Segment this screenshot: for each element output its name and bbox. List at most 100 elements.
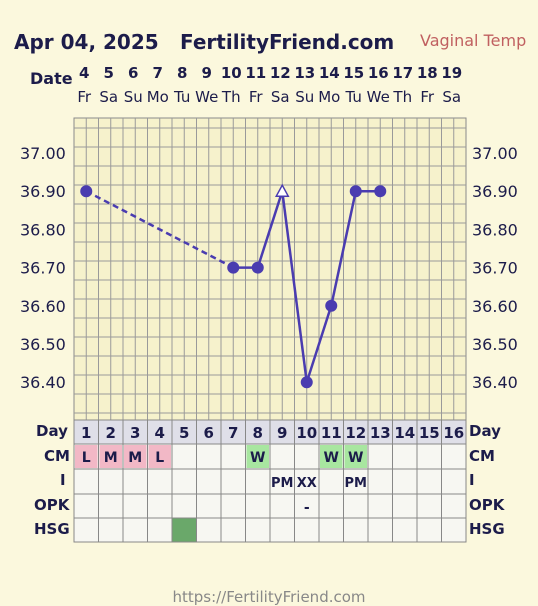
temp-point	[374, 185, 387, 198]
y-tick-label-right: 36.70	[472, 259, 518, 278]
day-row-label-left: Day	[36, 422, 68, 440]
date-label: 14	[319, 64, 340, 82]
cycle-day-label: 3	[130, 424, 140, 442]
weekday-label: Su	[124, 88, 143, 106]
date-label: 13	[294, 64, 315, 82]
y-tick-label-left: 36.50	[20, 335, 66, 354]
weekday-label: Mo	[318, 88, 340, 106]
weekday-label: Tu	[345, 88, 362, 106]
y-tick-label-right: 36.50	[472, 335, 518, 354]
y-tick-label-left: 37.00	[20, 144, 66, 163]
cm-row-label-right: CM	[469, 447, 495, 465]
opk-row-label-left: OPK	[34, 496, 70, 514]
grid-lines	[74, 118, 466, 420]
y-tick-label-right: 36.40	[472, 373, 518, 392]
cycle-day-label: 1	[81, 424, 91, 442]
temp-point-open	[274, 183, 290, 197]
cm-value: M	[128, 450, 142, 466]
intercourse-value: PM	[345, 476, 367, 491]
cm-cell-bg	[99, 445, 122, 468]
cycle-day-label: 9	[277, 424, 287, 442]
temp-point	[251, 261, 264, 274]
cm-value: W	[348, 450, 363, 466]
temp-line	[281, 191, 308, 383]
cycle-day-label: 16	[443, 424, 464, 442]
date-label: 16	[368, 64, 389, 82]
cycle-day-label: 11	[321, 424, 342, 442]
cycle-day-label: 15	[419, 424, 440, 442]
cm-value: W	[324, 450, 339, 466]
cycle-day-label: 8	[253, 424, 263, 442]
cm-cell-bg	[320, 445, 343, 468]
cycle-day-label: 4	[155, 424, 165, 442]
date-label: 6	[128, 64, 138, 82]
date-label: 10	[221, 64, 242, 82]
date-label: 17	[392, 64, 413, 82]
y-tick-label-right: 36.60	[472, 297, 518, 316]
date-label: 11	[245, 64, 266, 82]
chart-date: Apr 04, 2025	[14, 30, 159, 54]
weekday-label: We	[367, 88, 390, 106]
y-tick-label-left: 36.90	[20, 182, 66, 201]
cycle-day-label: 12	[345, 424, 366, 442]
cm-value: L	[155, 450, 164, 466]
y-tick-label-left: 36.70	[20, 259, 66, 278]
cm-cell-bg	[75, 445, 98, 468]
temp-line	[330, 190, 357, 307]
date-label: 7	[153, 64, 163, 82]
weekday-label: Sa	[99, 88, 118, 106]
temp-point	[80, 185, 93, 198]
weekday-label: Sa	[271, 88, 290, 106]
y-tick-label-right: 36.80	[472, 220, 518, 239]
temp-point	[349, 185, 362, 198]
date-label: 18	[417, 64, 438, 82]
weekday-label: Sa	[442, 88, 461, 106]
intercourse-value: PM	[271, 476, 293, 491]
cm-value: M	[104, 450, 118, 466]
cm-cell-bg	[344, 445, 367, 468]
cm-row-label-left: CM	[44, 447, 70, 465]
weekday-label: Mo	[147, 88, 169, 106]
hsg-row-label-right: HSG	[469, 520, 505, 538]
date-label: 4	[79, 64, 89, 82]
temp-point	[325, 299, 338, 312]
site-name: FertilityFriend.com	[180, 30, 395, 54]
weekday-label: Su	[295, 88, 314, 106]
cm-cell-bg	[148, 445, 171, 468]
cycle-day-label: 13	[370, 424, 391, 442]
weekday-label: Fr	[420, 88, 435, 106]
y-tick-label-left: 36.60	[20, 297, 66, 316]
cycle-day-label: 6	[204, 424, 214, 442]
date-label: 8	[177, 64, 187, 82]
temp-line	[305, 305, 333, 383]
date-label: 5	[104, 64, 114, 82]
cycle-day-label: 5	[179, 424, 189, 442]
opk-row-label-right: OPK	[469, 496, 505, 514]
temp-type: Vaginal Temp	[420, 31, 527, 50]
weekday-label: Fr	[77, 88, 92, 106]
date-row-label: Date	[30, 69, 73, 88]
temp-point	[227, 261, 240, 274]
intercourse-value: XX	[297, 476, 317, 491]
y-tick-label-right: 36.90	[472, 182, 518, 201]
date-label: 19	[441, 64, 462, 82]
y-tick-label-left: 36.80	[20, 220, 66, 239]
i-row-label-right: I	[469, 471, 475, 489]
weekday-label: Th	[392, 88, 412, 106]
y-tick-label-right: 37.00	[472, 144, 518, 163]
temp-line-dashed	[85, 190, 234, 269]
date-label: 15	[343, 64, 364, 82]
cycle-day-label: 7	[228, 424, 238, 442]
cycle-day-label: 10	[296, 424, 317, 442]
weekday-label: We	[195, 88, 218, 106]
date-label: 9	[202, 64, 212, 82]
weekday-label: Th	[221, 88, 241, 106]
weekday-label: Tu	[173, 88, 190, 106]
hsg-marker	[172, 518, 197, 542]
cycle-day-label: 2	[106, 424, 116, 442]
weekday-label: Fr	[249, 88, 264, 106]
date-label: 12	[270, 64, 291, 82]
hsg-row-label-left: HSG	[34, 520, 70, 538]
cm-value: W	[250, 450, 265, 466]
